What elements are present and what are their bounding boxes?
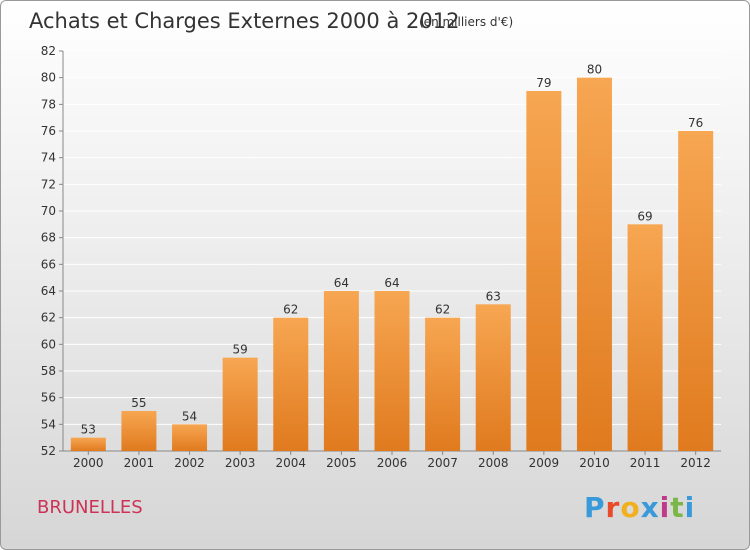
bar-value-label: 54 <box>182 409 197 423</box>
bar-value-label: 55 <box>131 396 146 410</box>
x-tick-label: 2005 <box>326 456 357 470</box>
bar <box>70 437 106 451</box>
logo-letter: P <box>584 491 606 524</box>
y-tick-label: 58 <box>41 364 56 378</box>
y-tick-label: 52 <box>41 444 56 458</box>
y-tick-label: 76 <box>41 124 56 138</box>
x-tick-label: 2008 <box>478 456 509 470</box>
y-tick-label: 74 <box>41 151 56 165</box>
bar <box>425 317 461 451</box>
bar-value-label: 64 <box>384 276 399 290</box>
chart-subtitle: (en milliers d'€) <box>419 15 514 29</box>
y-tick-label: 56 <box>41 391 56 405</box>
bar <box>222 357 258 451</box>
x-tick-label: 2001 <box>124 456 155 470</box>
bar <box>323 291 359 451</box>
x-tick-label: 2006 <box>377 456 408 470</box>
logo-letter: x <box>640 491 660 524</box>
x-tick-label: 2000 <box>73 456 104 470</box>
bar <box>374 291 410 451</box>
bar <box>273 317 309 451</box>
bar-value-label: 80 <box>587 63 602 77</box>
bar-value-label: 59 <box>233 343 248 357</box>
bar-value-label: 69 <box>637 209 652 223</box>
bar-value-label: 76 <box>688 116 703 130</box>
y-tick-label: 72 <box>41 177 56 191</box>
x-tick-label: 2009 <box>529 456 560 470</box>
y-tick-label: 60 <box>41 337 56 351</box>
bar <box>475 304 511 451</box>
bar-value-label: 62 <box>435 303 450 317</box>
logo-letter: o <box>620 491 641 524</box>
bar <box>678 131 714 451</box>
x-tick-label: 2010 <box>579 456 610 470</box>
y-tick-label: 70 <box>41 204 56 218</box>
bar-value-label: 53 <box>81 423 96 437</box>
bar <box>121 411 157 451</box>
logo-letter: r <box>605 491 621 524</box>
location-name: BRUNELLES <box>37 497 143 518</box>
y-tick-label: 68 <box>41 231 56 245</box>
x-tick-label: 2011 <box>630 456 661 470</box>
x-tick-label: 2004 <box>275 456 306 470</box>
logo-letter: t <box>670 491 685 524</box>
logo-letter: i <box>684 491 696 524</box>
x-tick-label: 2003 <box>225 456 256 470</box>
proxiti-logo: Proxiti <box>584 491 695 524</box>
y-tick-label: 66 <box>41 257 56 271</box>
x-tick-label: 2002 <box>174 456 205 470</box>
y-tick-label: 78 <box>41 97 56 111</box>
bar <box>172 424 208 451</box>
bar <box>627 224 663 451</box>
y-tick-label: 62 <box>41 311 56 325</box>
bar-value-label: 62 <box>283 303 298 317</box>
chart-title: Achats et Charges Externes 2000 à 2012 <box>29 9 460 33</box>
bar-value-label: 63 <box>486 289 501 303</box>
bar-value-label: 79 <box>536 76 551 90</box>
x-tick-label: 2012 <box>680 456 711 470</box>
bar-value-label: 64 <box>334 276 349 290</box>
y-tick-label: 54 <box>41 417 56 431</box>
y-tick-label: 64 <box>41 284 56 298</box>
bar <box>576 77 612 452</box>
y-tick-label: 82 <box>41 44 56 58</box>
x-tick-label: 2007 <box>427 456 458 470</box>
bar <box>526 91 562 451</box>
logo-letter: i <box>659 491 671 524</box>
y-tick-label: 80 <box>41 71 56 85</box>
